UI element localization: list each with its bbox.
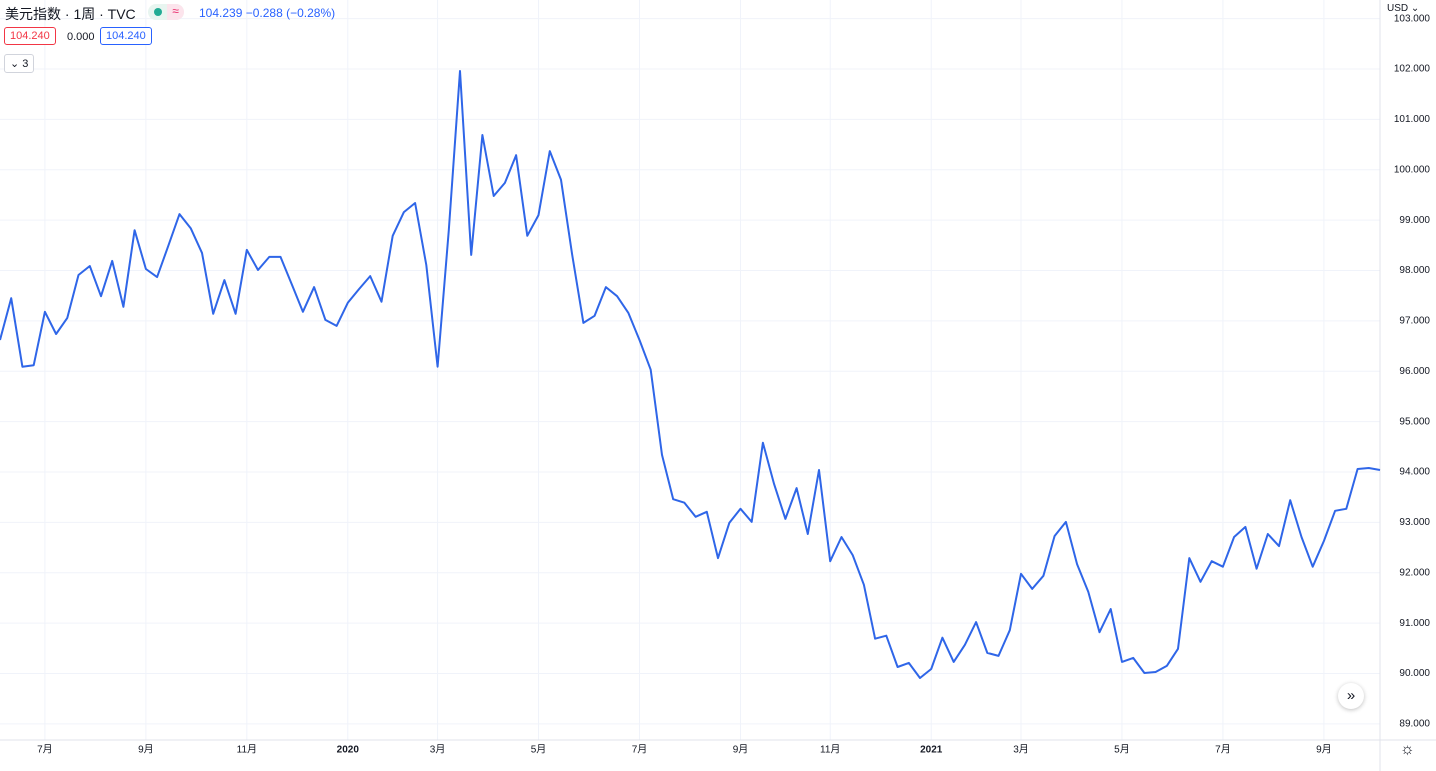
currency-label: USD (1387, 3, 1409, 14)
x-tick-label: 3月 (430, 744, 446, 756)
y-tick-label: 103.000 (1394, 13, 1431, 24)
indicator-toggle[interactable]: ⌄ 3 (4, 54, 35, 73)
y-tick-label: 99.000 (1399, 215, 1430, 226)
currency[interactable]: USD ⌄ (1387, 3, 1420, 14)
change-pct: (−0.28%) (286, 6, 336, 20)
y-tick-label: 92.000 (1399, 567, 1430, 578)
y-tick-label: 89.000 (1399, 719, 1430, 730)
x-tick-label: 7月 (37, 744, 53, 756)
x-tick-label: 5月 (1114, 744, 1130, 756)
x-tick-label: 11月 (237, 744, 257, 756)
x-tick-label: 2020 (337, 745, 360, 756)
x-tick-label: 5月 (531, 744, 547, 756)
change: −0.288 (245, 6, 283, 20)
price-info: 104.239 −0.288 (−0.28%) (199, 6, 335, 20)
x-tick-label: 11月 (820, 744, 840, 756)
x-tick-label: 9月 (1316, 744, 1332, 756)
x-tick-label: 3月 (1013, 744, 1029, 756)
status-icon: ≈ (167, 4, 184, 20)
x-tick-label: 7月 (632, 744, 648, 756)
symbol-title: 美元指数 · 1周 · TVC (5, 6, 136, 22)
x-tick-label: 2021 (920, 745, 943, 756)
ask-box[interactable]: 104.240 (100, 27, 152, 45)
y-tick-label: 90.000 (1399, 668, 1430, 679)
y-tick-label: 100.000 (1394, 164, 1431, 175)
bid-box[interactable]: 104.240 (4, 27, 56, 45)
settings[interactable]: ☼ (1400, 741, 1415, 758)
price: 104.239 (199, 6, 243, 20)
x-tick-label: 7月 (1215, 744, 1231, 756)
price-line (0, 70, 1381, 679)
indicator-count: 3 (22, 58, 29, 70)
y-tick-label: 91.000 (1399, 618, 1430, 629)
y-tick-label: 96.000 (1399, 366, 1430, 377)
y-tick-label: 94.000 (1399, 467, 1430, 478)
status-badge: ≈ (148, 4, 184, 20)
scroll-right[interactable]: » (1338, 683, 1364, 709)
y-tick-label: 101.000 (1394, 114, 1431, 125)
y-tick-label: 102.000 (1394, 64, 1431, 75)
y-tick-label: 98.000 (1399, 265, 1430, 276)
x-tick-label: 9月 (733, 744, 749, 756)
status-dot (154, 8, 162, 16)
y-tick-label: 97.000 (1399, 316, 1430, 327)
x-tick-label: 9月 (138, 744, 154, 756)
y-tick-label: 93.000 (1399, 517, 1430, 528)
spread: 0.000 (67, 31, 95, 43)
y-tick-label: 95.000 (1399, 416, 1430, 427)
